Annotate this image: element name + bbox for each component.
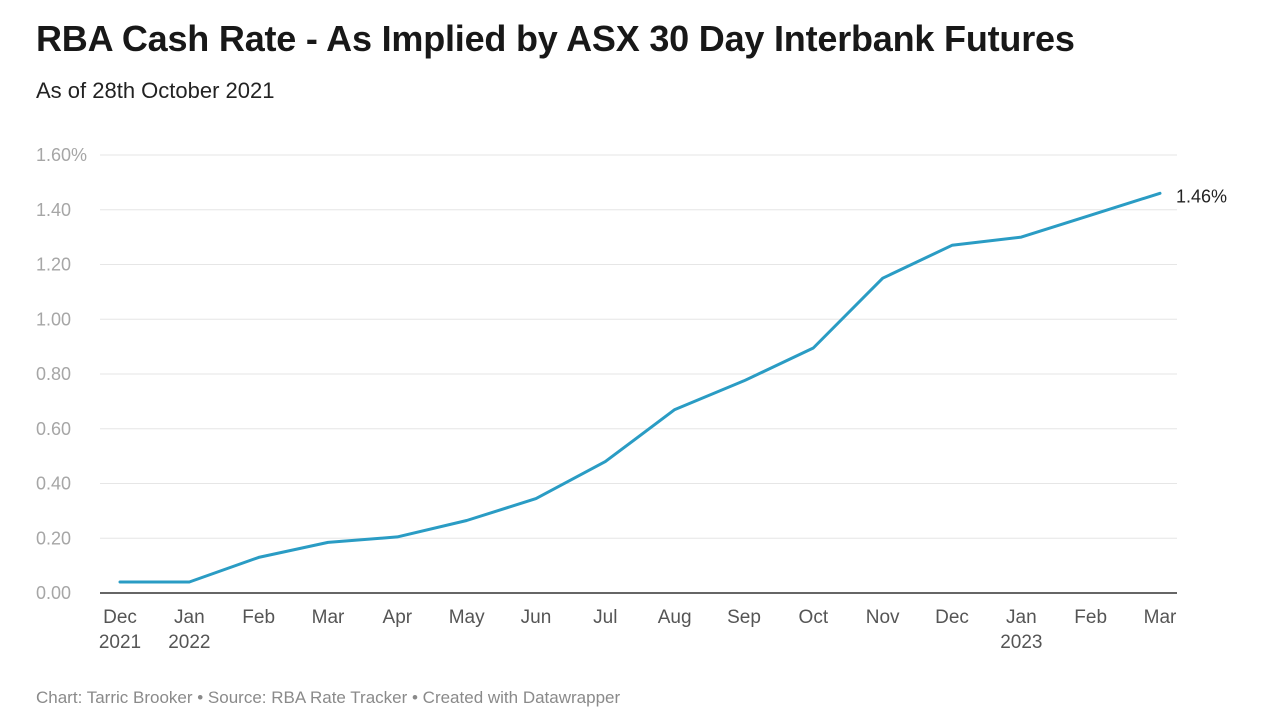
x-tick-label: Dec (935, 607, 969, 628)
chart-title: RBA Cash Rate - As Implied by ASX 30 Day… (36, 18, 1075, 59)
y-tick-label: 0.40 (36, 474, 71, 494)
end-value-label: 1.46% (1176, 186, 1227, 206)
y-tick-label: 1.00 (36, 309, 71, 329)
y-tick-label: 0.00 (36, 583, 71, 603)
line-chart: 0.00 0.20 0.40 0.60 0.80 1.00 1.20 1.40 1.60% De… (36, 145, 1227, 653)
y-tick-label: 0.80 (36, 364, 71, 384)
x-tick-year-label: 2023 (1000, 632, 1042, 653)
gridlines (100, 154, 1177, 539)
x-tick-label: Jan (174, 607, 205, 628)
x-tick-label: Feb (242, 607, 275, 628)
x-tick-label: Jun (521, 607, 552, 628)
x-tick-year-label: 2021 (99, 632, 141, 653)
y-tick-label: 0.60 (36, 419, 71, 439)
cash-rate-series-line (118, 191, 1162, 584)
x-tick-label: Sep (727, 607, 761, 628)
y-tick-label: 0.20 (36, 528, 71, 548)
chart-footer: Chart: Tarric Brooker • Source: RBA Rate… (36, 688, 621, 707)
x-tick-label: Nov (866, 607, 900, 628)
x-tick-label: Jan (1006, 607, 1037, 628)
chart-subtitle: As of 28th October 2021 (36, 78, 275, 103)
x-tick-label: Oct (799, 607, 829, 628)
x-tick-label: Dec (103, 607, 137, 628)
y-tick-label: 1.20 (36, 255, 71, 275)
y-axis-ticks: 0.00 0.20 0.40 0.60 0.80 1.00 1.20 1.40 1.60% (36, 145, 87, 603)
x-tick-label: Jul (593, 607, 617, 628)
x-tick-label: Feb (1074, 607, 1107, 628)
x-tick-label: May (449, 607, 485, 628)
x-tick-label: Apr (383, 607, 413, 628)
x-tick-label: Aug (658, 607, 692, 628)
x-tick-label: Mar (1144, 607, 1177, 628)
x-axis-ticks: Dec 2021 Jan 2022 Feb Mar Apr May Jun Jul Aug Sep Oc… (99, 607, 1177, 653)
x-tick-label: Mar (312, 607, 345, 628)
y-tick-label: 1.40 (36, 200, 71, 220)
y-tick-label: 1.60% (36, 145, 87, 165)
x-tick-year-label: 2022 (168, 632, 210, 653)
